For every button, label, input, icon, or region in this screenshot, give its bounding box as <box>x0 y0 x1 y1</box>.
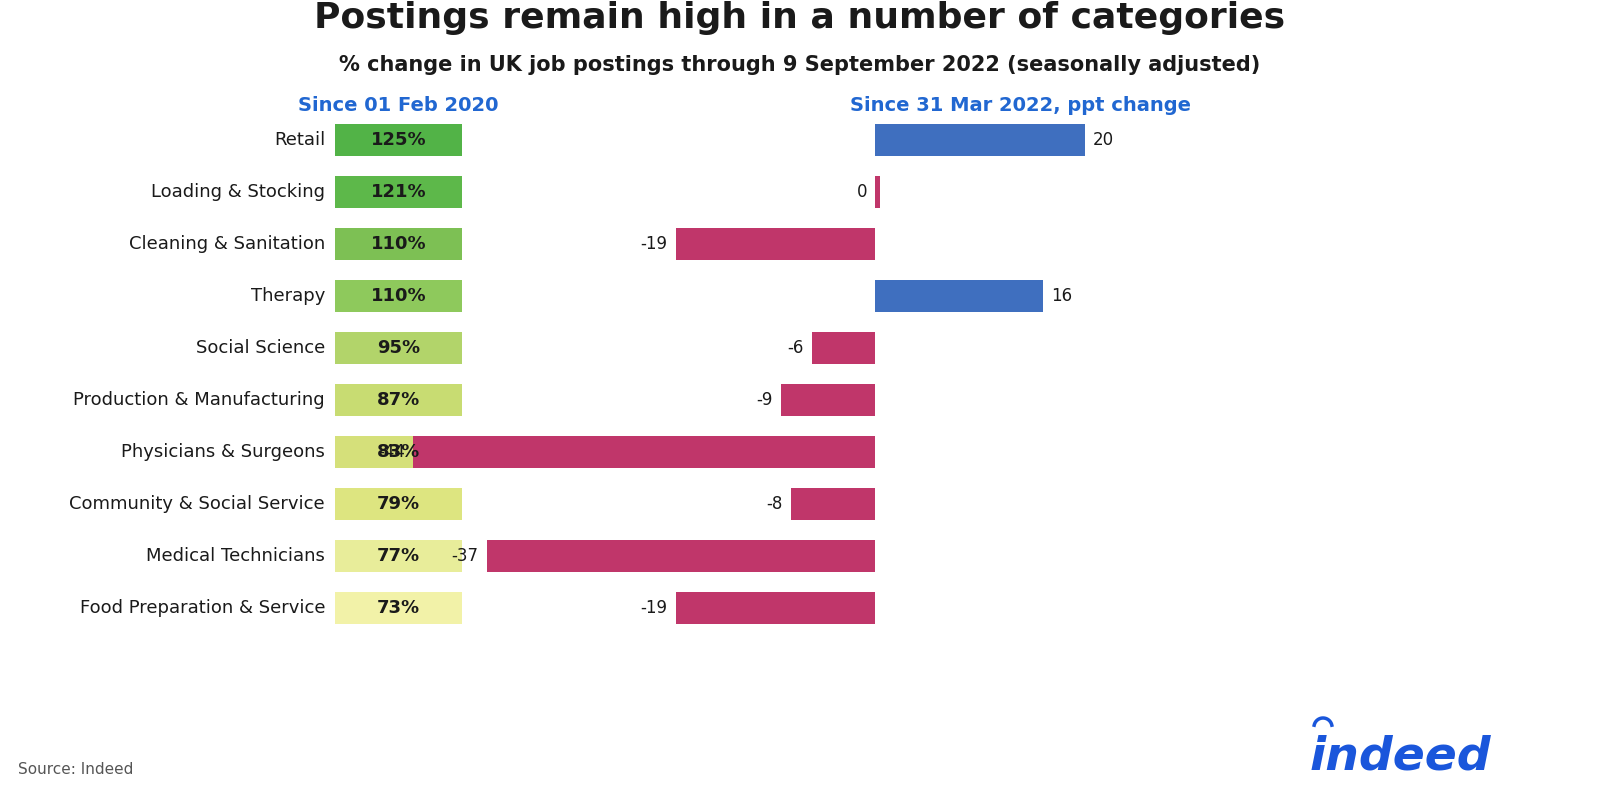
Text: -19: -19 <box>640 235 667 253</box>
Text: Social Science: Social Science <box>195 339 325 357</box>
Text: Community & Social Service: Community & Social Service <box>69 495 325 513</box>
Bar <box>334 592 462 624</box>
Bar <box>334 176 462 208</box>
Text: -44: -44 <box>378 443 405 461</box>
Text: Source: Indeed: Source: Indeed <box>18 762 133 777</box>
Text: 110%: 110% <box>371 287 426 305</box>
Text: 95%: 95% <box>378 339 421 357</box>
Text: -8: -8 <box>766 495 782 513</box>
Text: 77%: 77% <box>378 547 421 565</box>
Bar <box>334 280 462 312</box>
Bar <box>413 436 875 468</box>
Text: -6: -6 <box>787 339 805 357</box>
Text: Production & Manufacturing: Production & Manufacturing <box>74 391 325 409</box>
Text: 73%: 73% <box>378 599 421 617</box>
Text: 83%: 83% <box>378 443 421 461</box>
Bar <box>334 436 462 468</box>
Text: Retail: Retail <box>274 131 325 149</box>
Bar <box>486 540 875 572</box>
Text: 0: 0 <box>856 183 867 201</box>
Bar <box>790 488 875 520</box>
Bar <box>334 124 462 156</box>
Text: 20: 20 <box>1093 131 1114 149</box>
Text: -37: -37 <box>451 547 478 565</box>
Text: 110%: 110% <box>371 235 426 253</box>
Bar <box>875 176 880 208</box>
Bar <box>875 124 1085 156</box>
Bar <box>813 332 875 364</box>
Text: 121%: 121% <box>371 183 426 201</box>
Bar <box>334 488 462 520</box>
Text: Therapy: Therapy <box>251 287 325 305</box>
Bar <box>334 540 462 572</box>
Text: Physicians & Surgeons: Physicians & Surgeons <box>122 443 325 461</box>
Text: Medical Technicians: Medical Technicians <box>146 547 325 565</box>
Text: Postings remain high in a number of categories: Postings remain high in a number of cate… <box>315 1 1285 35</box>
Text: Food Preparation & Service: Food Preparation & Service <box>80 599 325 617</box>
Text: Loading & Stocking: Loading & Stocking <box>150 183 325 201</box>
Bar <box>781 384 875 416</box>
Text: 125%: 125% <box>371 131 426 149</box>
Text: 87%: 87% <box>378 391 421 409</box>
Bar <box>675 228 875 260</box>
Text: -9: -9 <box>757 391 773 409</box>
Text: 16: 16 <box>1051 287 1072 305</box>
Text: Since 01 Feb 2020: Since 01 Feb 2020 <box>298 96 499 115</box>
Text: -19: -19 <box>640 599 667 617</box>
Text: % change in UK job postings through 9 September 2022 (seasonally adjusted): % change in UK job postings through 9 Se… <box>339 55 1261 75</box>
Bar <box>675 592 875 624</box>
Text: 79%: 79% <box>378 495 421 513</box>
Bar <box>334 228 462 260</box>
Text: Since 31 Mar 2022, ppt change: Since 31 Mar 2022, ppt change <box>850 96 1190 115</box>
Text: indeed: indeed <box>1310 735 1491 780</box>
Bar <box>875 280 1043 312</box>
Bar <box>334 332 462 364</box>
Text: Cleaning & Sanitation: Cleaning & Sanitation <box>128 235 325 253</box>
Bar <box>334 384 462 416</box>
